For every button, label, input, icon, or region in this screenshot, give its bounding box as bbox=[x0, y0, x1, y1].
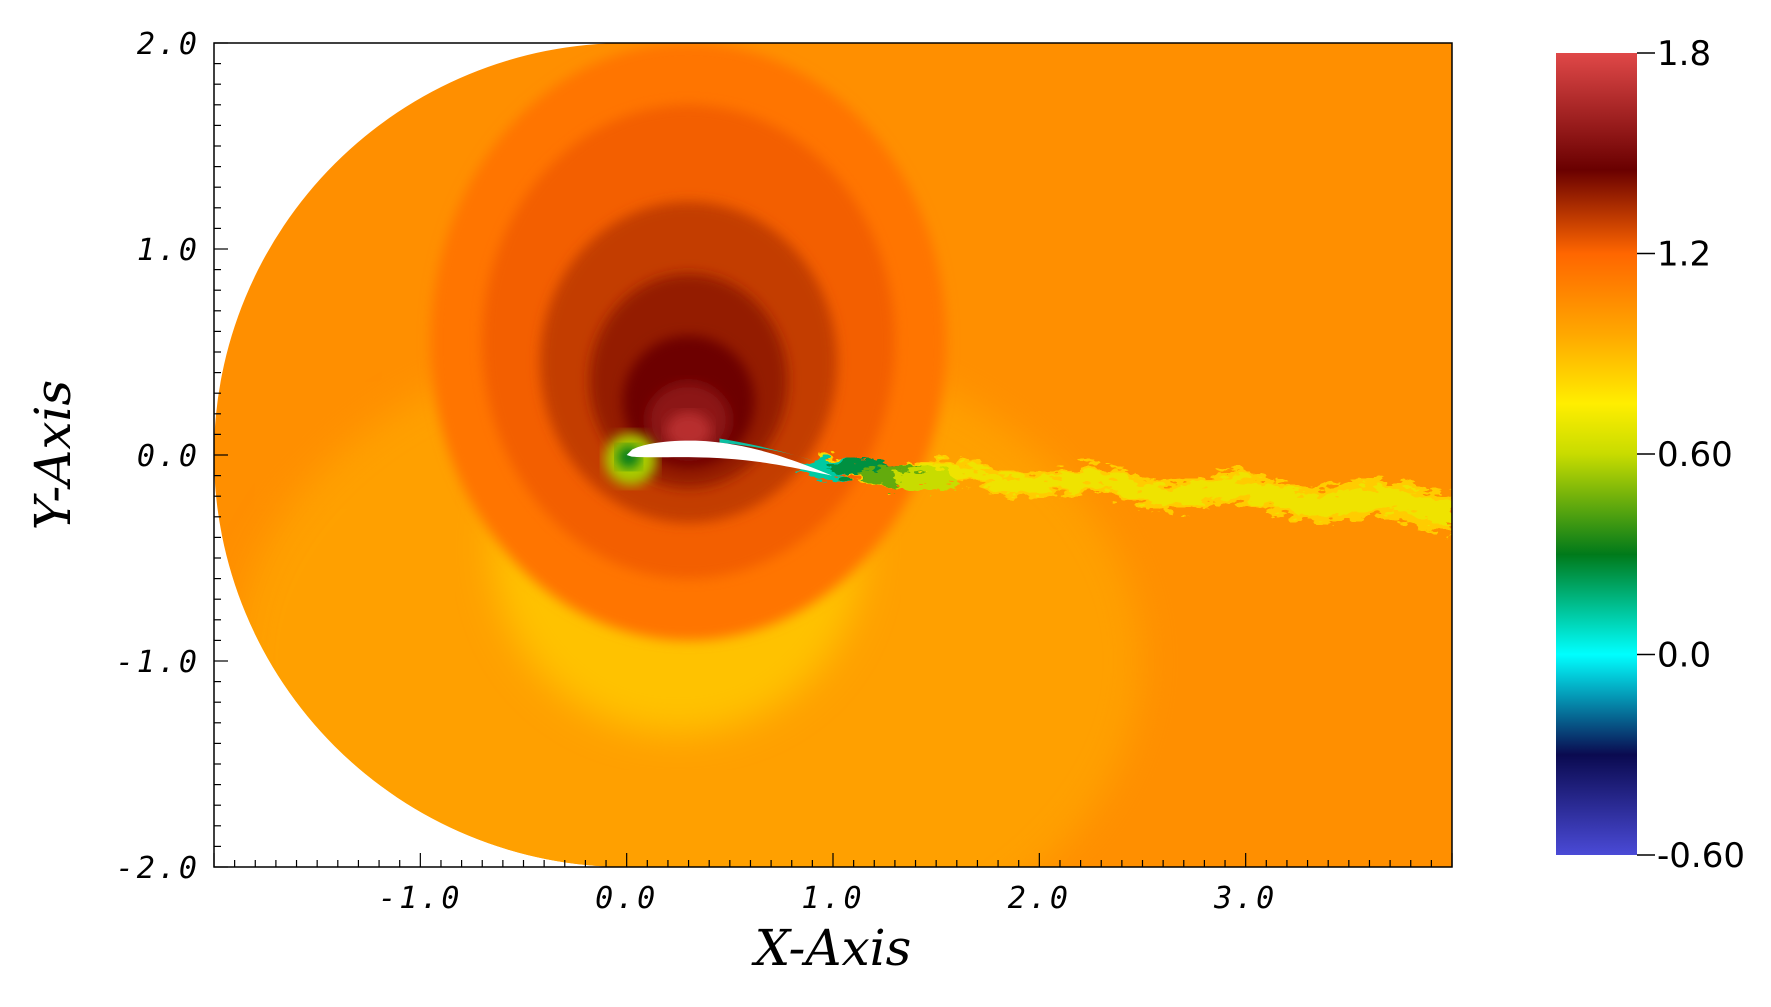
field-separated-layer bbox=[719, 438, 844, 474]
colorbar-gradient bbox=[1556, 53, 1637, 855]
colorbar-ticks bbox=[1637, 52, 1655, 856]
y-axis-ticks bbox=[214, 42, 228, 868]
y-axis-tick-labels: 2.0 1.0 0.0 -1.0 -2.0 bbox=[116, 27, 200, 886]
field-near-wake-blob bbox=[891, 469, 960, 490]
y-tick-label: -1.0 bbox=[116, 645, 200, 680]
y-tick-label: 0.0 bbox=[137, 439, 200, 474]
y-tick-label: -2.0 bbox=[116, 851, 200, 886]
y-tick-label: 1.0 bbox=[137, 233, 200, 268]
colorbar: 1.8 1.2 0.60 0.0 -0.60 bbox=[1556, 34, 1745, 876]
y-axis-title: Y-Axis bbox=[24, 380, 82, 530]
x-tick-label: 1.0 bbox=[801, 881, 864, 916]
x-tick-label: 2.0 bbox=[1008, 881, 1071, 916]
colorbar-tick-label: 0.60 bbox=[1657, 435, 1733, 475]
y-tick-label: 2.0 bbox=[137, 27, 200, 62]
colorbar-tick-label: 1.2 bbox=[1657, 235, 1711, 275]
colorbar-tick-label: 0.0 bbox=[1657, 636, 1711, 676]
colorbar-tick-label: 1.8 bbox=[1657, 34, 1711, 74]
x-tick-label: 3.0 bbox=[1213, 881, 1277, 916]
field-layers bbox=[214, 43, 1452, 867]
x-tick-label: -1.0 bbox=[378, 881, 462, 916]
x-axis-tick-labels: -1.0 0.0 1.0 2.0 3.0 bbox=[378, 881, 1277, 916]
colorbar-tick-label: -0.60 bbox=[1657, 836, 1745, 876]
x-axis-title: X-Axis bbox=[751, 919, 912, 977]
colorbar-tick-labels: 1.8 1.2 0.60 0.0 -0.60 bbox=[1657, 34, 1745, 876]
contour-field bbox=[214, 43, 1452, 867]
airfoil-shape bbox=[626, 440, 832, 476]
x-axis-ticks bbox=[213, 853, 1453, 867]
x-tick-label: 0.0 bbox=[595, 881, 658, 916]
field-suction-layer bbox=[665, 411, 712, 449]
field-wake-inner bbox=[822, 456, 1452, 528]
